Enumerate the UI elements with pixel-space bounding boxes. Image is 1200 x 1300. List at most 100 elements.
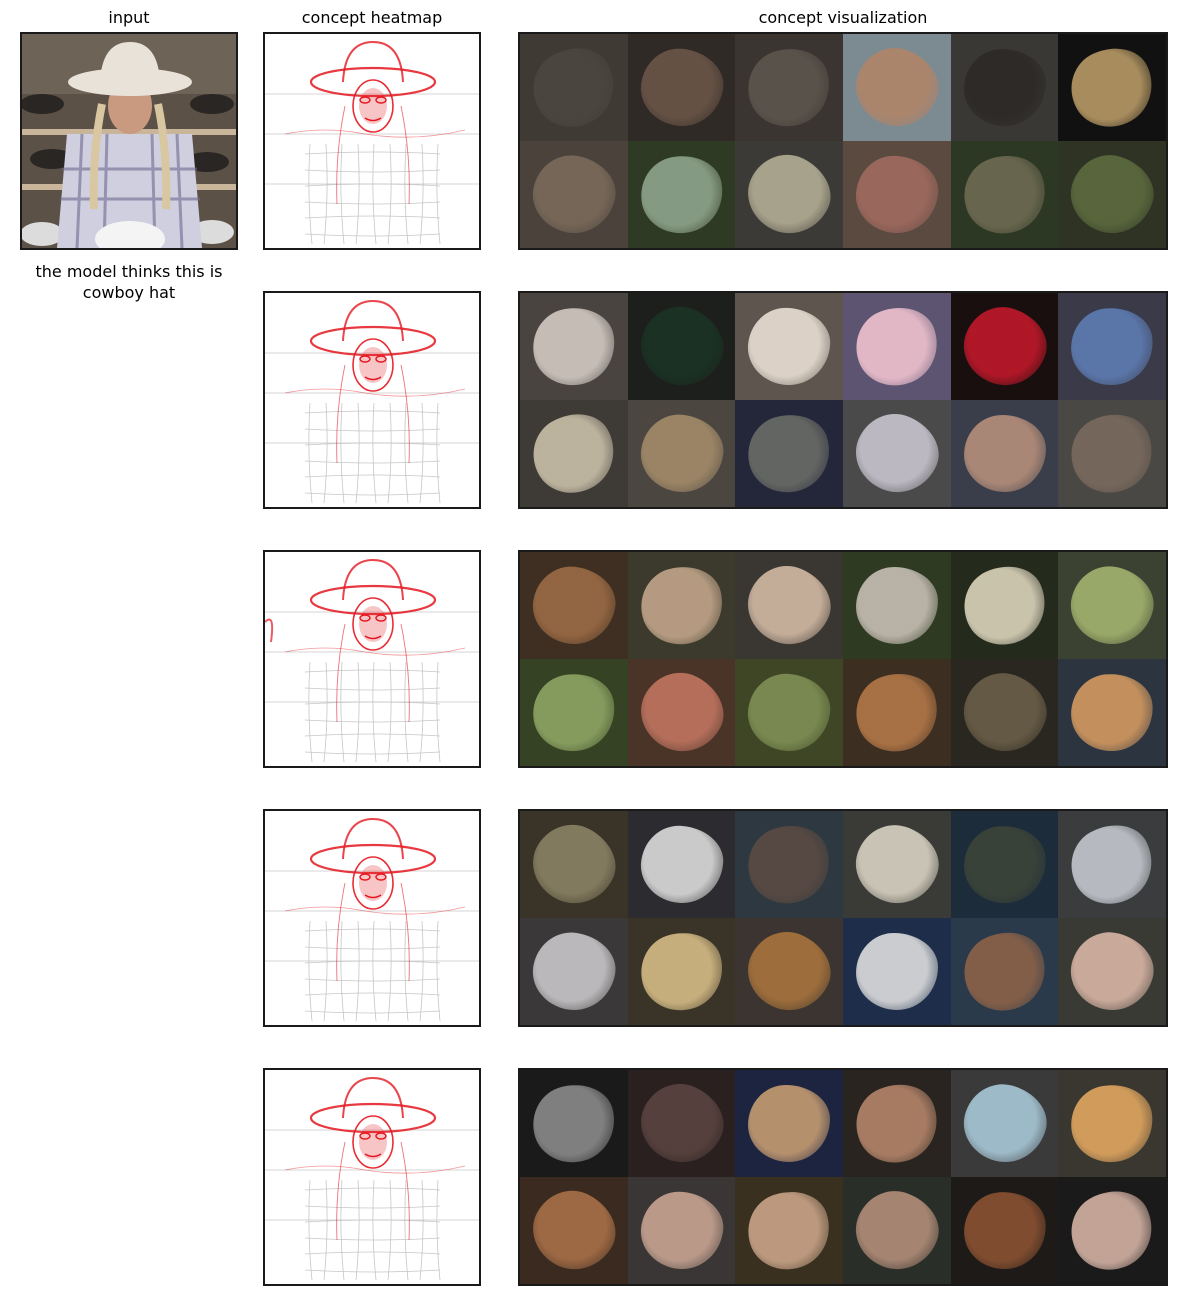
concept-region [520, 400, 628, 507]
concept-region [855, 566, 939, 645]
concept-region [844, 1072, 950, 1175]
concept-example-tile [627, 293, 736, 400]
concept-example-tile [627, 34, 736, 141]
concept-region [955, 1076, 1054, 1171]
concept-example-tile [842, 918, 951, 1025]
concept-region [627, 659, 736, 766]
concept-region [951, 920, 1058, 1023]
concept-region [951, 553, 1058, 658]
concept-region [855, 932, 938, 1010]
concept-visualization-1 [518, 32, 1168, 250]
concept-region [633, 148, 729, 241]
concept-region [525, 148, 622, 241]
concept-region [526, 300, 622, 393]
concept-heatmap-1 [263, 32, 481, 250]
concept-example-tile [627, 552, 736, 659]
concept-region [737, 814, 841, 915]
concept-example-tile [950, 811, 1059, 918]
concept-example-tile [950, 659, 1059, 766]
concept-example-tile [1058, 400, 1166, 507]
concept-example-tile [520, 1177, 628, 1284]
concept-example-tile [520, 659, 628, 766]
concept-example-tile [842, 400, 951, 507]
concept-example-tile [1058, 659, 1166, 766]
concept-example-tile [627, 1070, 736, 1177]
concept-region [520, 34, 628, 141]
concept-example-tile [735, 1070, 843, 1177]
concept-region [736, 920, 842, 1023]
concept-example-tile [1058, 141, 1166, 248]
concept-example-tile [627, 1177, 736, 1284]
concept-example-tile [842, 552, 951, 659]
concept-region [632, 924, 731, 1019]
concept-heatmap-4 [263, 809, 481, 1027]
concept-visualization-2 [518, 291, 1168, 509]
concept-region [1063, 924, 1162, 1019]
concept-heatmap-5 [263, 1068, 481, 1286]
concept-region [1063, 558, 1161, 653]
concept-region [952, 144, 1057, 245]
concept-region [631, 557, 731, 654]
concept-example-tile [735, 293, 843, 400]
concept-region [1065, 1079, 1159, 1168]
concept-region [845, 662, 949, 763]
concept-region [853, 153, 940, 236]
prediction-caption: the model thinks this is cowboy hat [35, 262, 223, 302]
concept-heatmap-2 [263, 291, 481, 509]
concept-example-tile [950, 141, 1059, 248]
concept-example-tile [842, 659, 951, 766]
concept-region [845, 1180, 949, 1281]
concept-example-tile [520, 141, 628, 248]
concept-example-tile [627, 141, 736, 248]
concept-region [1061, 145, 1163, 244]
concept-region [746, 305, 833, 388]
concept-example-tile [1058, 1177, 1166, 1284]
concept-example-tile [520, 918, 628, 1025]
concept-region [739, 39, 840, 136]
input-image [20, 32, 238, 250]
concept-visualization-4 [518, 809, 1168, 1027]
concept-region [1058, 1177, 1166, 1284]
concept-example-tile [735, 141, 843, 248]
concept-example-tile [842, 1070, 951, 1177]
concept-region [738, 1181, 840, 1280]
concept-region [748, 1084, 831, 1162]
concept-region [627, 293, 736, 400]
concept-example-tile [1058, 1070, 1166, 1177]
concept-example-tile [950, 293, 1059, 400]
concept-region [520, 811, 628, 918]
concept-region [1058, 811, 1166, 918]
concept-region [960, 822, 1049, 907]
concept-example-tile [627, 400, 736, 507]
concept-example-tile [735, 1177, 843, 1284]
concept-region [524, 1076, 623, 1171]
concept-example-tile [735, 918, 843, 1025]
concept-visualization-3 [518, 550, 1168, 768]
concept-example-tile [735, 34, 843, 141]
concept-example-tile [950, 552, 1059, 659]
concept-region [954, 297, 1055, 396]
concept-example-tile [520, 34, 628, 141]
concept-example-tile [842, 34, 951, 141]
heatmap-overlay [265, 811, 479, 1025]
concept-example-tile [735, 552, 843, 659]
concept-example-tile [627, 918, 736, 1025]
concept-example-tile [735, 811, 843, 918]
concept-example-tile [1058, 811, 1166, 918]
concept-example-tile [735, 659, 843, 766]
concept-example-tile [842, 293, 951, 400]
concept-visualization-5 [518, 1068, 1168, 1286]
concept-region [1068, 670, 1157, 755]
concept-example-tile [842, 141, 951, 248]
concept-region [527, 927, 621, 1016]
concept-region [636, 44, 727, 131]
concept-example-tile [735, 400, 843, 507]
concept-example-tile [950, 34, 1059, 141]
concept-region [844, 36, 949, 139]
concept-heatmap-3 [263, 550, 481, 768]
concept-example-tile [520, 1070, 628, 1177]
heatmap-overlay [265, 293, 479, 507]
concept-example-tile [842, 1177, 951, 1284]
input-photo-illustration [22, 34, 236, 248]
concept-region [844, 402, 950, 505]
